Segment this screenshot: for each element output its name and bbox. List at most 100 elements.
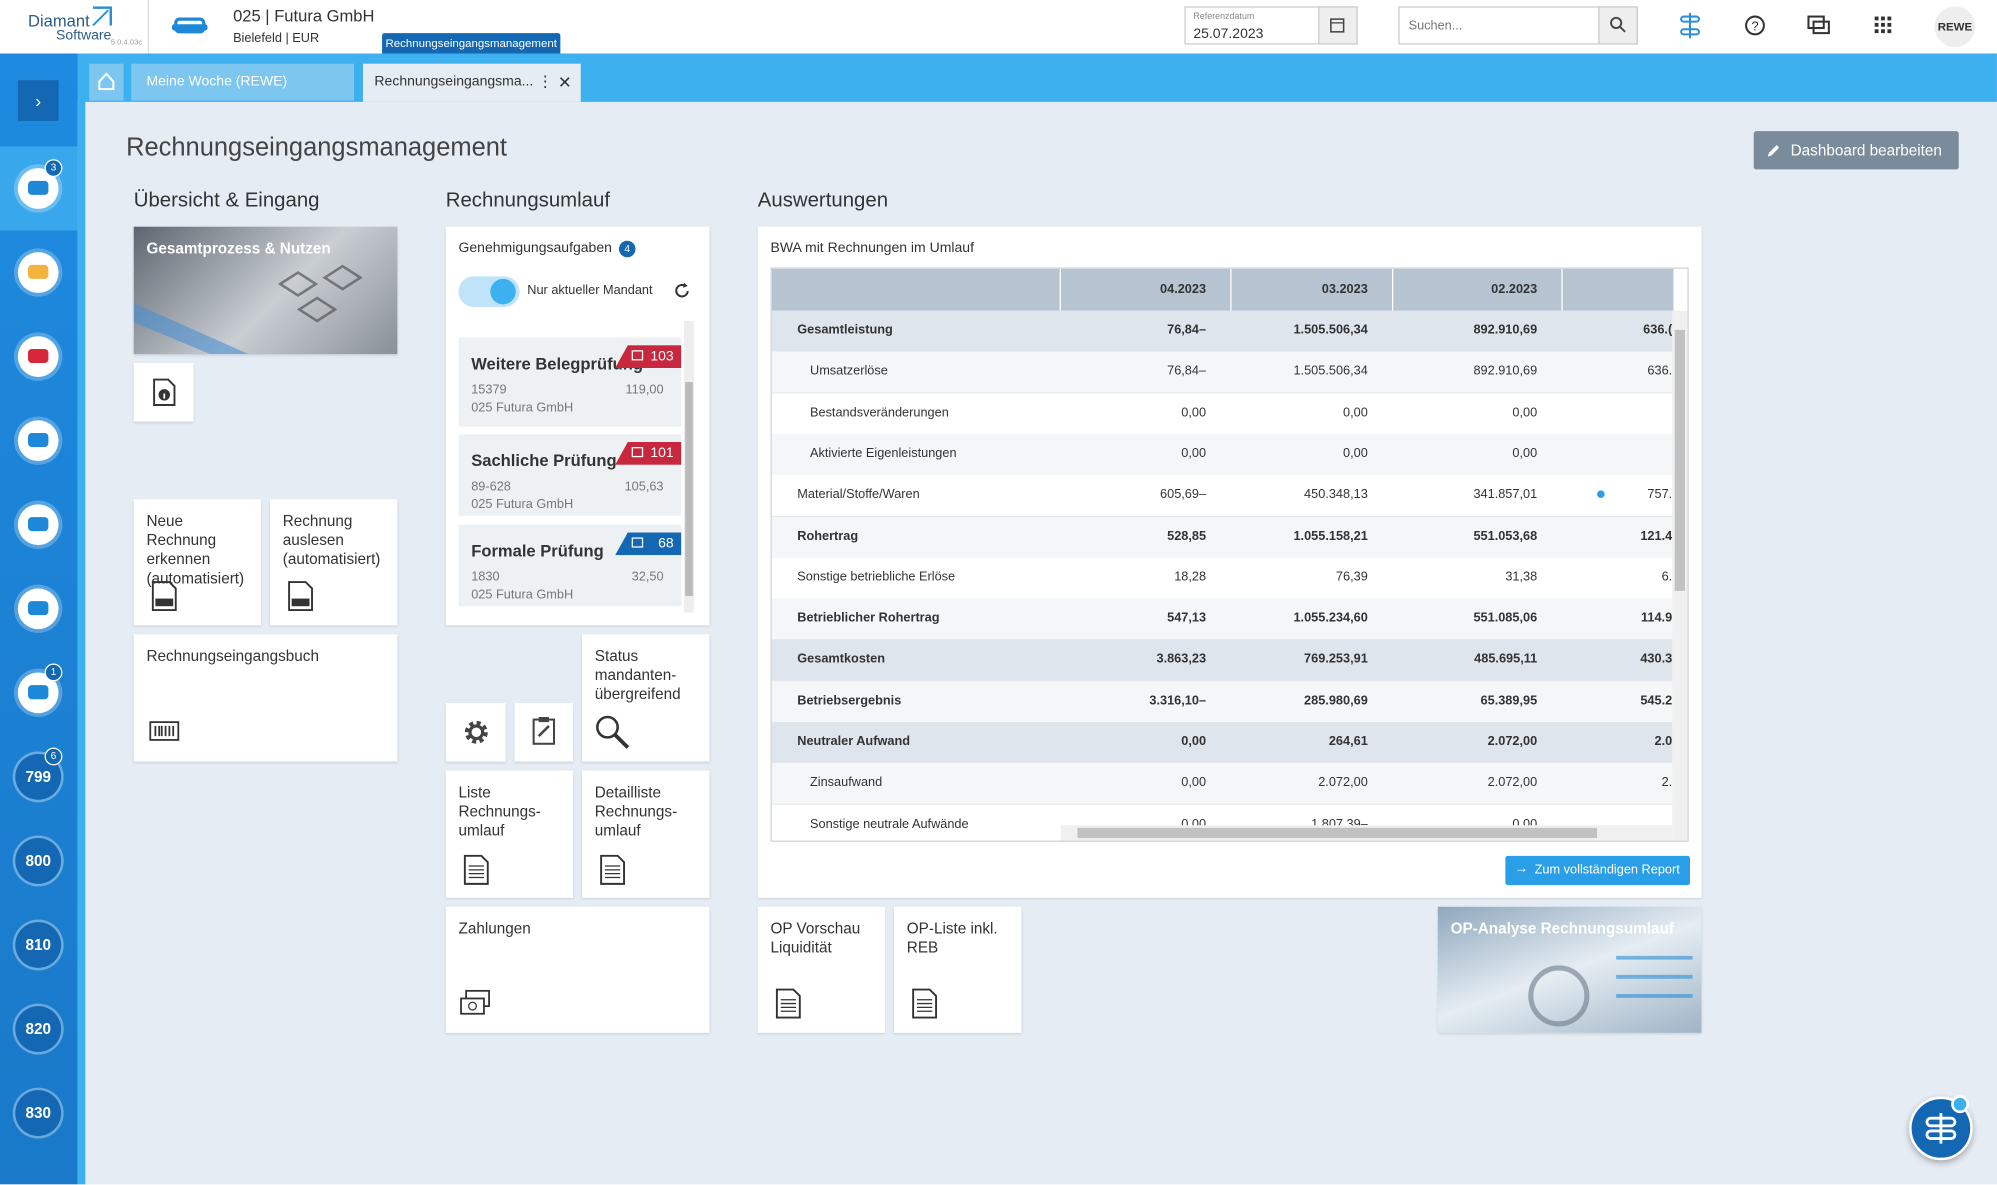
tile[interactable]: Zahlungen <box>445 906 710 1033</box>
task-company: 025 Futura GmbH <box>471 497 574 512</box>
search-button[interactable] <box>1598 6 1638 45</box>
task-card[interactable]: Weitere Belegprüfung 103 15379 119,00 025 Fu… <box>458 337 682 427</box>
cell: 76,84– <box>1167 323 1207 338</box>
tile[interactable]: Liste Rechnungs-umlauf <box>445 770 574 898</box>
task-company: 025 Futura GmbH <box>471 588 574 603</box>
tile[interactable]: Neue Rechnung erkennen (automatisiert) <box>133 499 262 626</box>
toggle-label: Nur aktueller Mandant <box>527 284 653 299</box>
company: 025 | Futura GmbH <box>233 6 375 26</box>
table-row: Sonstige betriebliche Erlöse 18,28 76,39 31… <box>771 557 1674 600</box>
search-field[interactable] <box>1398 6 1638 45</box>
tile-title: OP Vorschau Liquidität <box>770 919 861 957</box>
tile[interactable]: Detailliste Rechnungs-umlauf <box>582 770 710 898</box>
sidebar-badge: 3 <box>44 159 63 178</box>
tile[interactable]: Rechnung auslesen (automatisiert) <box>269 499 398 626</box>
cell: 892.910,69 <box>1473 364 1538 379</box>
header-divider <box>1561 268 1563 311</box>
sidebar-icon <box>28 685 49 700</box>
calendar-icon <box>1330 18 1345 33</box>
cell: 341.857,01 <box>1473 488 1538 503</box>
info-tile[interactable] <box>133 362 194 422</box>
home-tab[interactable] <box>89 63 124 101</box>
task-card[interactable]: Sachliche Prüfung 101 89-628 105,63 025 Futu… <box>458 434 682 516</box>
column-header: 04.2023 <box>1160 282 1207 297</box>
cell: 485.695,11 <box>1474 652 1538 667</box>
tile-title: Liste Rechnungs-umlauf <box>458 783 541 840</box>
cell: 264,61 <box>1328 734 1368 749</box>
toggle[interactable] <box>458 276 520 307</box>
sidebar-item[interactable]: 810 <box>15 922 62 968</box>
sidebar-item[interactable] <box>17 420 59 462</box>
sidebar-item[interactable]: 820 <box>15 1006 62 1052</box>
calendar-icon <box>631 537 644 548</box>
sidebar-item[interactable]: 800 <box>15 838 62 884</box>
tile-title: Rechnung auslesen (automatisiert) <box>282 511 381 569</box>
cell: 551.085,06 <box>1473 611 1538 626</box>
refresh[interactable] <box>672 281 691 300</box>
tile[interactable]: OP Vorschau Liquidität <box>757 906 886 1033</box>
sidebar-icon <box>28 517 49 532</box>
cell: 1.505.506,34 <box>1293 323 1368 338</box>
approvals-title: Genehmigungsaufgaben <box>458 240 612 256</box>
cell: 31,38 <box>1505 570 1538 585</box>
date-button[interactable] <box>1318 6 1358 45</box>
table-row: Aktivierte Eigenleistungen 0,00 0,00 0,00 <box>771 434 1674 477</box>
table-row: Bestandsveränderungen 0,00 0,00 0,00 <box>771 393 1674 436</box>
cell: 0,00 <box>1343 405 1368 420</box>
header <box>0 0 1997 54</box>
edit-button[interactable]: Dashboard bearbeiten <box>1753 131 1959 170</box>
task-badge: 68 <box>615 532 682 556</box>
sidebar-item[interactable] <box>17 252 59 293</box>
task-number: 15379 <box>471 383 507 398</box>
home-icon <box>98 72 115 91</box>
cell: 1.055.234,60 <box>1293 611 1368 626</box>
sidebar-item[interactable] <box>17 336 59 377</box>
tab-menu[interactable]: ⋮ <box>537 72 553 91</box>
tile[interactable]: Status mandanten-übergreifend <box>582 634 710 762</box>
calendar-icon <box>631 447 644 458</box>
task-card[interactable]: Formale Prüfung 68 1830 32,50 025 Futura Gmb… <box>458 524 682 607</box>
tab-active[interactable]: Rechnungseingangsma... <box>362 63 581 102</box>
sidebar-icon <box>28 348 49 363</box>
sidebar-item[interactable]: 830 <box>15 1090 62 1137</box>
sidebar-item[interactable] <box>17 588 59 630</box>
report-button[interactable]: Zum vollständigen Report <box>1505 855 1691 886</box>
sidebar-icon <box>28 180 49 195</box>
date-label: Referenzdatum <box>1193 12 1255 22</box>
image-tile[interactable]: Gesamtprozess & Nutzen <box>133 226 398 355</box>
clipboard-tile[interactable] <box>514 703 574 762</box>
scrollbar[interactable] <box>683 320 695 613</box>
tooltip: Rechnungseingangsmanagement <box>382 33 561 55</box>
sidebar-icon <box>28 264 49 279</box>
row-label: Sonstige neutrale Aufwände <box>809 817 969 832</box>
cell: 2.072,00 <box>1487 734 1538 749</box>
tile-title: Neue Rechnung erkennen (automatisiert) <box>146 511 245 588</box>
section-title: Auswertungen <box>757 189 889 212</box>
row-label: Bestandsveränderungen <box>809 405 949 420</box>
settings-tile[interactable] <box>445 703 506 762</box>
task-name: Formale Prüfung <box>471 541 604 561</box>
header-icons[interactable]: ? <box>1679 12 1997 41</box>
column-header: 03.2023 <box>1321 282 1368 297</box>
cell: 551.053,68 <box>1473 529 1538 544</box>
cell: 3.863,23 <box>1156 652 1207 667</box>
cell: 892.910,69 <box>1473 323 1538 338</box>
cell: 0,00 <box>1181 405 1207 420</box>
cell: 0,00 <box>1343 446 1368 461</box>
tab-close[interactable]: ✕ <box>557 72 572 92</box>
task-amount: 105,63 <box>624 480 664 495</box>
tile[interactable]: OP-Liste inkl. REB <box>894 906 1022 1033</box>
user-avatar[interactable]: REWE <box>1934 6 1976 48</box>
row-label: Betrieblicher Rohertrag <box>797 611 940 626</box>
assistant-dot <box>1951 1095 1969 1114</box>
sidebar-item[interactable] <box>17 504 59 546</box>
sidebar-toggle[interactable]: › <box>17 80 59 121</box>
image-tile[interactable]: OP-Analyse Rechnungsumlauf <box>1437 906 1702 1033</box>
tab[interactable]: Meine Woche (REWE) <box>131 63 355 101</box>
tile[interactable]: Rechnungseingangsbuch <box>133 634 398 762</box>
tile-title: Status mandanten-übergreifend <box>594 646 681 704</box>
cell: 0,00 <box>1181 775 1207 790</box>
sidebar-item[interactable] <box>17 168 59 209</box>
approvals-count: 4 <box>618 240 636 258</box>
